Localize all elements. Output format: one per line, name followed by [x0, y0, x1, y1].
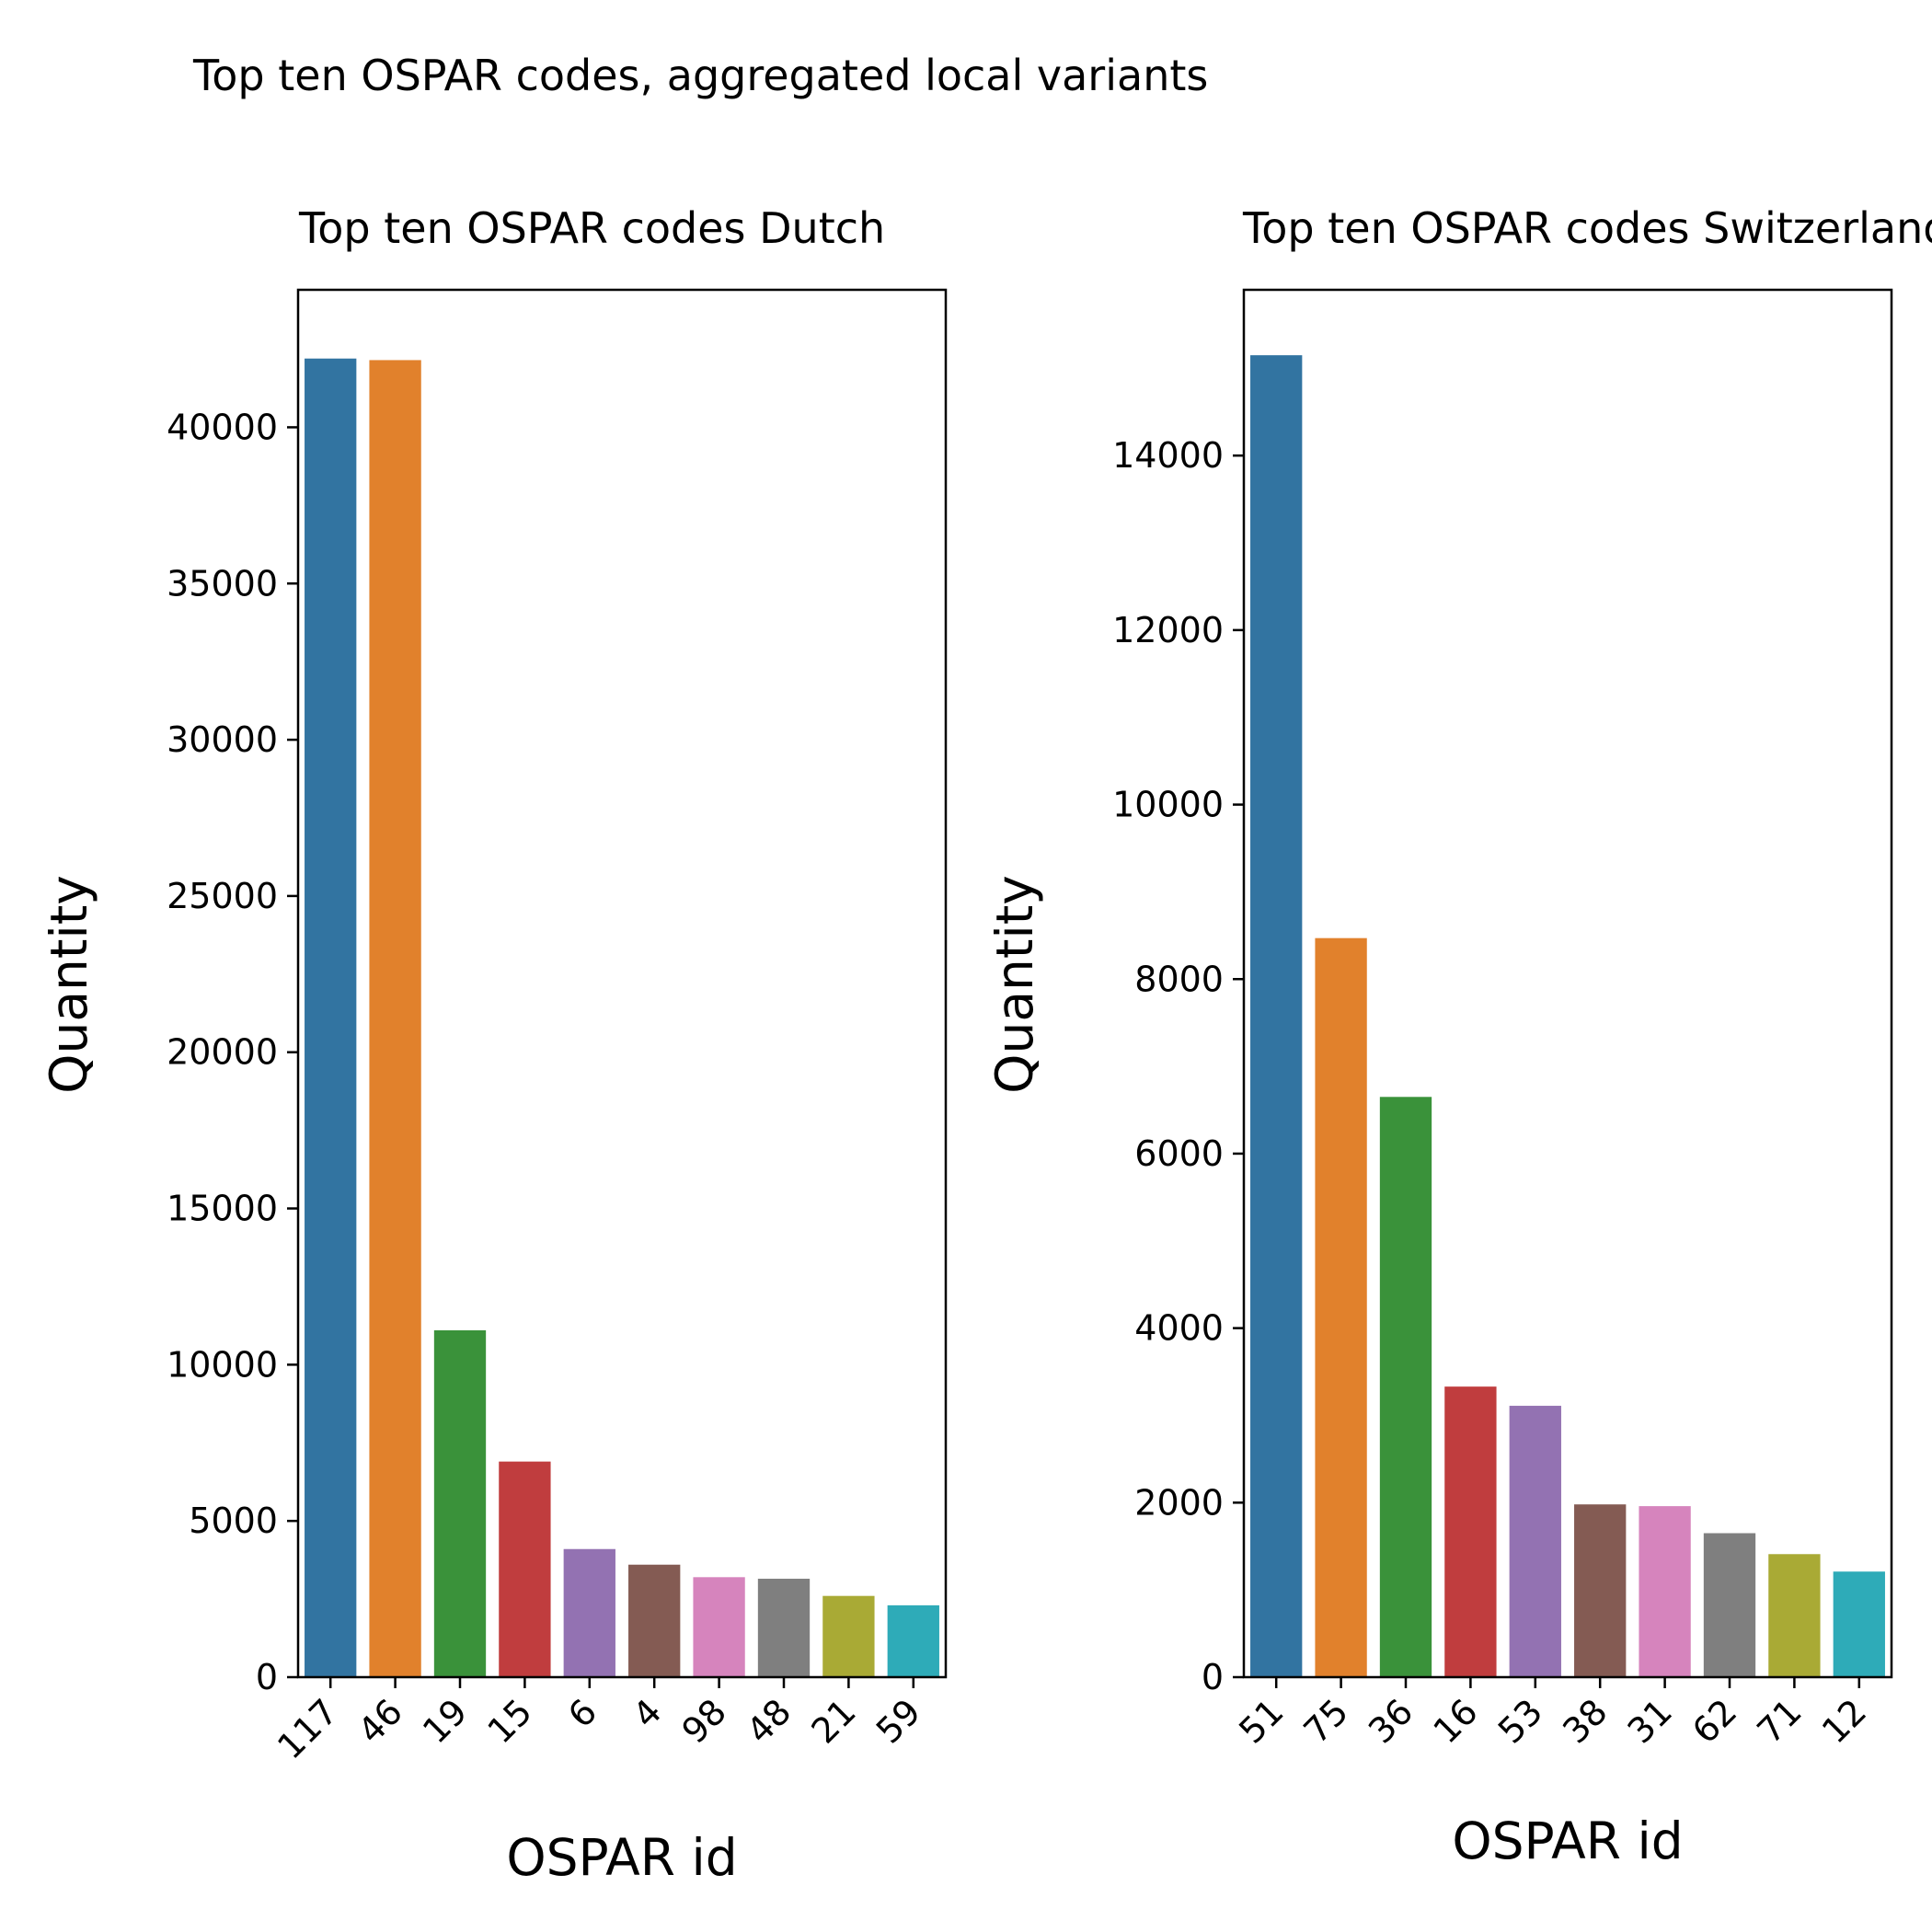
- bar-46: [369, 360, 421, 1677]
- x-tick-label: 6: [560, 1691, 604, 1735]
- y-tick-label: 2000: [1134, 1482, 1224, 1523]
- bar-51: [1250, 355, 1303, 1677]
- bar-48: [757, 1579, 811, 1677]
- y-axis-label: Quantity: [40, 875, 98, 1094]
- x-axis-label: OSPAR id: [506, 1828, 737, 1887]
- y-tick-label: 35000: [167, 563, 278, 604]
- figure-suptitle: Top ten OSPAR codes, aggregated local va…: [192, 51, 1208, 100]
- bar-19: [433, 1330, 487, 1677]
- y-tick-label: 40000: [167, 407, 278, 447]
- x-tick-label: 21: [803, 1691, 863, 1751]
- x-tick-label: 75: [1296, 1691, 1356, 1751]
- bar-4: [628, 1564, 681, 1677]
- y-tick-label: 10000: [167, 1344, 278, 1385]
- y-axis: 0 2000 4000 6000 8000 10000 12000 14000: [1112, 435, 1244, 1697]
- bar-98: [693, 1577, 745, 1677]
- bar-36: [1379, 1097, 1432, 1677]
- bar-62: [1703, 1533, 1756, 1677]
- x-tick-label: 16: [1425, 1691, 1485, 1751]
- x-tick-label: 19: [415, 1691, 475, 1751]
- bar-53: [1509, 1406, 1561, 1677]
- bar-31: [1639, 1506, 1691, 1677]
- x-axis: 51 75 36 16 53 38 31 62 71 12: [1231, 1677, 1874, 1752]
- x-axis: 117 46 19 15 6 4 98 48 21 59: [270, 1677, 928, 1767]
- bar-71: [1768, 1554, 1821, 1677]
- x-tick-label: 59: [868, 1691, 928, 1751]
- bar-38: [1574, 1504, 1627, 1677]
- bars-group: [305, 358, 939, 1678]
- x-tick-label: 46: [351, 1691, 410, 1751]
- x-tick-label: 36: [1361, 1691, 1420, 1751]
- x-tick-label: 51: [1231, 1691, 1291, 1751]
- x-tick-label: 53: [1490, 1691, 1550, 1751]
- y-tick-label: 0: [1202, 1657, 1224, 1697]
- x-tick-label: 71: [1749, 1691, 1809, 1751]
- bar-75: [1315, 937, 1367, 1677]
- x-tick-label: 4: [625, 1691, 669, 1735]
- x-tick-label: 15: [479, 1691, 539, 1751]
- y-tick-label: 25000: [167, 876, 278, 916]
- bar-16: [1444, 1386, 1497, 1677]
- x-axis-label: OSPAR id: [1452, 1811, 1683, 1870]
- bars-group: [1250, 355, 1885, 1677]
- x-tick-label: 117: [270, 1691, 345, 1766]
- x-tick-label: 98: [674, 1691, 734, 1751]
- y-tick-label: 6000: [1134, 1133, 1224, 1174]
- y-tick-label: 14000: [1112, 435, 1224, 476]
- chart-title: Top ten OSPAR codes Dutch: [298, 203, 885, 253]
- y-axis-label: Quantity: [985, 875, 1044, 1094]
- chart-switzerland: Top ten OSPAR codes Switzerland 0 2000 400…: [985, 203, 1932, 1870]
- chart-title: Top ten OSPAR codes Switzerland: [1242, 203, 1932, 253]
- y-axis: 0 5000 10000 15000 20000 25000 30000 35000 40000: [167, 407, 298, 1697]
- x-tick-label: 31: [1620, 1691, 1680, 1751]
- chart-dutch: Top ten OSPAR codes Dutch 0 5000 10000 1500…: [40, 203, 948, 1887]
- y-tick-label: 5000: [189, 1501, 278, 1541]
- plot-frame: [1242, 288, 1893, 1679]
- y-tick-label: 4000: [1134, 1308, 1224, 1349]
- y-tick-label: 10000: [1112, 785, 1224, 825]
- bar-21: [822, 1595, 875, 1677]
- bar-15: [499, 1461, 551, 1677]
- x-tick-label: 38: [1555, 1691, 1615, 1751]
- y-tick-label: 0: [256, 1657, 278, 1697]
- plot-frame: [296, 288, 948, 1679]
- y-tick-label: 8000: [1134, 959, 1224, 999]
- x-tick-label: 12: [1814, 1691, 1874, 1751]
- bar-59: [887, 1604, 939, 1677]
- x-tick-label: 62: [1685, 1691, 1744, 1751]
- bar-6: [563, 1548, 615, 1677]
- y-tick-label: 20000: [167, 1032, 278, 1073]
- bar-117: [305, 358, 357, 1678]
- x-tick-label: 48: [739, 1691, 799, 1751]
- y-tick-label: 30000: [167, 719, 278, 760]
- y-tick-label: 15000: [167, 1189, 278, 1229]
- y-tick-label: 12000: [1112, 610, 1224, 650]
- bar-12: [1833, 1571, 1885, 1677]
